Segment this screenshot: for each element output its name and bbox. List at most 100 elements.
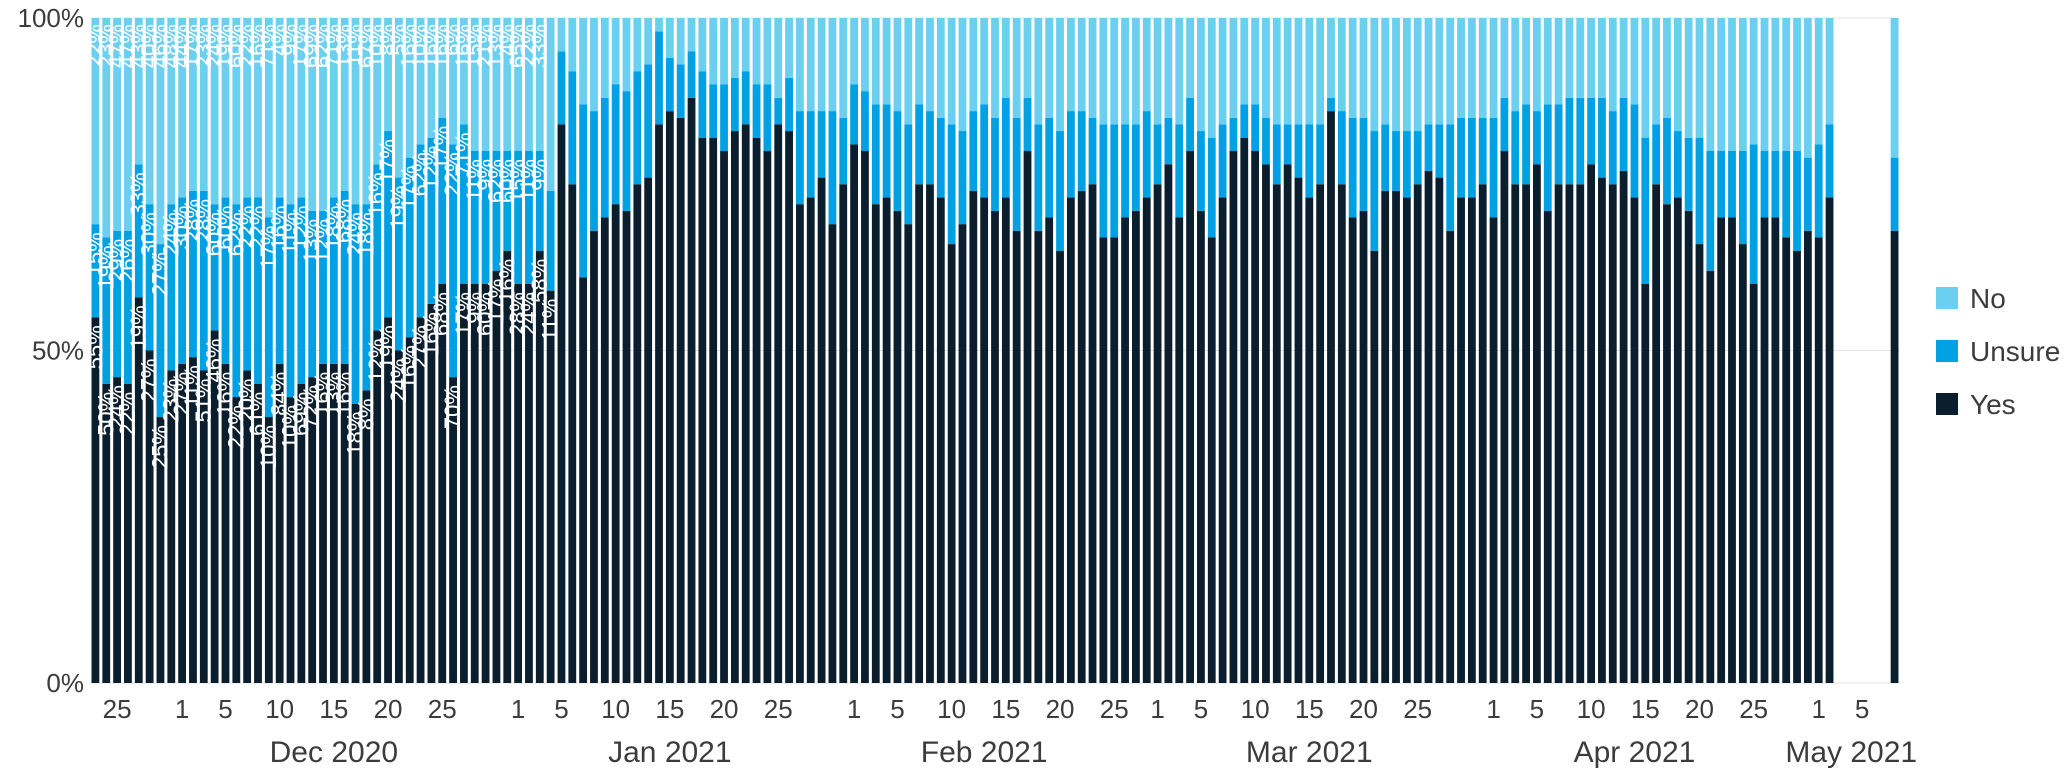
bar-unsure — [492, 151, 501, 271]
bar-yes — [134, 297, 143, 683]
bar-unsure — [297, 197, 306, 384]
data-label: 19% — [126, 305, 151, 349]
bar-yes — [1034, 230, 1043, 684]
data-label: 16% — [418, 312, 443, 356]
bar-unsure — [752, 84, 761, 138]
bar-yes — [1110, 237, 1119, 683]
bar-yes — [1197, 210, 1205, 683]
bar-no — [1045, 18, 1054, 118]
bar-no — [189, 18, 197, 191]
bar-no — [1706, 18, 1715, 151]
bar-unsure — [1121, 124, 1129, 218]
bar-unsure — [134, 164, 143, 298]
x-tick-label: 15 — [991, 694, 1020, 724]
bar-no — [1121, 18, 1129, 125]
bar-no — [1337, 18, 1346, 112]
bar-unsure — [980, 104, 989, 198]
bar-unsure — [460, 124, 468, 285]
bar-unsure — [1316, 124, 1325, 185]
bar-no — [730, 18, 739, 78]
bar-yes — [1175, 217, 1184, 683]
bar-no — [1500, 18, 1509, 98]
bar-yes — [1825, 197, 1834, 684]
bar-no — [492, 18, 501, 151]
bar-unsure — [1771, 151, 1780, 218]
data-label: 84% — [267, 372, 292, 416]
bar-unsure — [958, 131, 967, 225]
bar-no — [1522, 18, 1530, 105]
legend-swatch-yes — [1936, 393, 1958, 415]
bar-no — [1012, 18, 1021, 118]
y-tick-label: 0% — [46, 668, 84, 698]
bar-unsure — [319, 210, 327, 364]
x-month-label: Dec 2020 — [270, 736, 398, 769]
bar-unsure — [1749, 144, 1758, 284]
bar-yes — [882, 197, 891, 684]
bar-no — [741, 18, 750, 72]
bar-yes — [1522, 184, 1530, 683]
bar-unsure — [1153, 124, 1162, 185]
bar-yes — [297, 383, 306, 683]
data-label: 16% — [332, 372, 357, 416]
bar-no — [405, 18, 414, 158]
bar-no — [449, 18, 457, 145]
bar-unsure — [882, 104, 891, 198]
bar-unsure — [774, 97, 783, 125]
bar-unsure — [1327, 97, 1335, 112]
bar-yes — [1424, 170, 1433, 683]
data-label: 12% — [310, 219, 335, 263]
bar-yes — [1272, 184, 1281, 683]
bar-no — [525, 18, 533, 151]
data-label: 12% — [418, 146, 443, 190]
data-label: 58% — [527, 259, 552, 303]
data-label: 27% — [147, 252, 172, 296]
bar-no — [1413, 18, 1422, 132]
bar-unsure — [1392, 131, 1400, 191]
bar-yes — [1056, 250, 1064, 683]
bar-no — [113, 18, 121, 231]
bar-yes — [373, 330, 382, 683]
bar-no — [1717, 18, 1726, 151]
bar-no — [1359, 18, 1368, 118]
bar-unsure — [232, 204, 241, 398]
bar-no — [1749, 18, 1758, 145]
bar-yes — [774, 124, 783, 683]
bar-unsure — [178, 197, 187, 364]
bar-unsure — [665, 57, 674, 112]
bar-yes — [394, 350, 403, 683]
data-label: 47% — [115, 24, 140, 68]
bar-unsure — [1803, 157, 1812, 231]
bar-yes — [752, 137, 761, 683]
data-label: 10% — [364, 24, 389, 68]
bar-unsure — [1381, 124, 1390, 191]
data-label: 24% — [386, 359, 411, 403]
bar-yes — [254, 383, 262, 683]
bar-unsure — [1402, 131, 1411, 198]
bar-yes — [741, 124, 750, 683]
bar-no — [600, 18, 609, 98]
bar-yes — [785, 131, 793, 684]
x-month-label: Apr 2021 — [1574, 736, 1696, 769]
x-month-label: May 2021 — [1785, 736, 1917, 769]
bar-yes — [1771, 217, 1780, 683]
bar-no — [806, 18, 815, 112]
bar-yes — [730, 131, 739, 684]
bar-unsure — [351, 204, 360, 404]
bar-yes — [600, 217, 609, 683]
bar-unsure — [730, 77, 739, 132]
data-label: 24% — [202, 24, 227, 68]
bar-unsure — [861, 91, 869, 151]
bar-unsure — [1500, 97, 1509, 151]
bar-no — [1619, 18, 1628, 98]
bar-unsure — [817, 111, 826, 178]
bar-unsure — [1814, 144, 1823, 238]
bar-no — [438, 18, 447, 118]
bar-unsure — [926, 111, 934, 185]
bar-unsure — [1088, 117, 1097, 185]
data-label: 19% — [93, 245, 118, 289]
bar-unsure — [221, 197, 230, 364]
data-label: 13% — [299, 219, 324, 263]
data-label: 18% — [343, 412, 368, 456]
data-label: 10% — [408, 24, 433, 68]
bar-yes — [1207, 237, 1216, 683]
